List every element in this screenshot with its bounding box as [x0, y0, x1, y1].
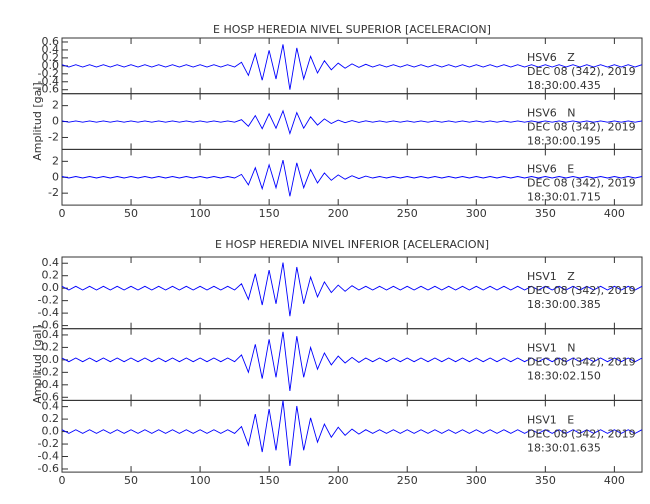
trace-date: DEC 08 (342), 2019 — [527, 356, 636, 369]
y-tick-label: -0.6 — [38, 83, 59, 96]
trace-time: 18:30:02.150 — [527, 370, 601, 383]
y-tick-label: 0.4 — [42, 256, 60, 269]
x-tick-label: 300 — [466, 207, 487, 220]
x-tick-label: 100 — [190, 207, 211, 220]
y-tick-label: 0.2 — [42, 412, 60, 425]
x-tick-label: 250 — [397, 207, 418, 220]
x-tick-label: 50 — [124, 207, 138, 220]
trace — [61, 400, 643, 466]
y-tick-label: 0.2 — [42, 269, 60, 282]
y-tick-label: -0.2 — [38, 437, 59, 450]
trace — [61, 44, 643, 90]
y-tick-label: -0.2 — [38, 294, 59, 307]
y-tick-label: 0.6 — [42, 35, 60, 48]
trace — [61, 109, 643, 135]
y-tick-label: 0.0 — [42, 353, 60, 366]
y-tick-label: -0.2 — [38, 67, 59, 80]
y-tick-label: -0.4 — [38, 378, 59, 391]
y-tick-label: 0.2 — [42, 51, 60, 64]
x-tick-label: 250 — [397, 474, 418, 487]
trace-name: HSV1 N — [527, 342, 576, 355]
x-tick-label: 0 — [59, 474, 66, 487]
y-tick-label: -0.2 — [38, 365, 59, 378]
trace — [61, 331, 643, 392]
y-tick-label: 0 — [52, 170, 59, 183]
x-tick-label: 400 — [604, 207, 625, 220]
y-tick-label: -2 — [48, 130, 59, 143]
y-axis-label: Amplitud [gal] — [31, 82, 44, 160]
trace-date: DEC 08 (342), 2019 — [527, 121, 636, 134]
trace — [61, 159, 643, 197]
x-tick-label: 150 — [259, 207, 280, 220]
chart-title: E HOSP HEREDIA NIVEL INFERIOR [ACELERACI… — [215, 238, 489, 251]
y-tick-label: -0.4 — [38, 306, 59, 319]
y-tick-label: 0.4 — [42, 43, 60, 56]
y-tick-label: -0.6 — [38, 319, 59, 332]
trace-time: 18:30:01.715 — [527, 190, 601, 203]
y-tick-label: 0.0 — [42, 281, 60, 294]
x-tick-label: 200 — [328, 474, 349, 487]
trace-name: HSV6 E — [527, 162, 574, 175]
trace-date: DEC 08 (342), 2019 — [527, 176, 636, 189]
y-tick-label: 2 — [52, 154, 59, 167]
x-tick-label: 50 — [124, 474, 138, 487]
y-tick-label: 0.2 — [42, 340, 60, 353]
panel-frame — [61, 399, 643, 473]
chart-title: E HOSP HEREDIA NIVEL SUPERIOR [ACELERACI… — [213, 23, 491, 36]
trace-date: DEC 08 (342), 2019 — [527, 427, 636, 440]
trace-time: 18:30:00.195 — [527, 135, 601, 148]
y-tick-label: -0.4 — [38, 75, 59, 88]
x-tick-label: 100 — [190, 474, 211, 487]
x-tick-label: 400 — [604, 474, 625, 487]
y-tick-label: 0 — [52, 115, 59, 128]
trace-date: DEC 08 (342), 2019 — [527, 284, 636, 297]
y-tick-label: 0.4 — [42, 400, 60, 413]
trace-time: 18:30:01.635 — [527, 441, 601, 454]
trace-time: 18:30:00.385 — [527, 298, 601, 311]
x-tick-label: 0 — [59, 207, 66, 220]
x-tick-label: 200 — [328, 207, 349, 220]
trace — [61, 262, 643, 317]
trace-name: HSV1 E — [527, 413, 574, 426]
x-tick-label: 150 — [259, 474, 280, 487]
x-tick-label: 350 — [535, 207, 556, 220]
y-tick-label: -2 — [48, 186, 59, 199]
trace-name: HSV6 Z — [527, 51, 575, 64]
y-tick-label: 0.0 — [42, 59, 60, 72]
y-tick-label: -0.6 — [38, 390, 59, 403]
trace-time: 18:30:00.435 — [527, 79, 601, 92]
y-tick-label: 2 — [52, 99, 59, 112]
x-tick-label: 300 — [466, 474, 487, 487]
trace-name: HSV6 N — [527, 107, 576, 120]
y-tick-label: -0.6 — [38, 462, 59, 475]
y-tick-label: 0.4 — [42, 328, 60, 341]
y-axis-label: Amplitud [gal] — [31, 325, 44, 403]
trace-name: HSV1 Z — [527, 270, 575, 283]
x-tick-label: 350 — [535, 474, 556, 487]
trace-date: DEC 08 (342), 2019 — [527, 65, 636, 78]
y-tick-label: -0.4 — [38, 450, 59, 463]
y-tick-label: 0.0 — [42, 425, 60, 438]
